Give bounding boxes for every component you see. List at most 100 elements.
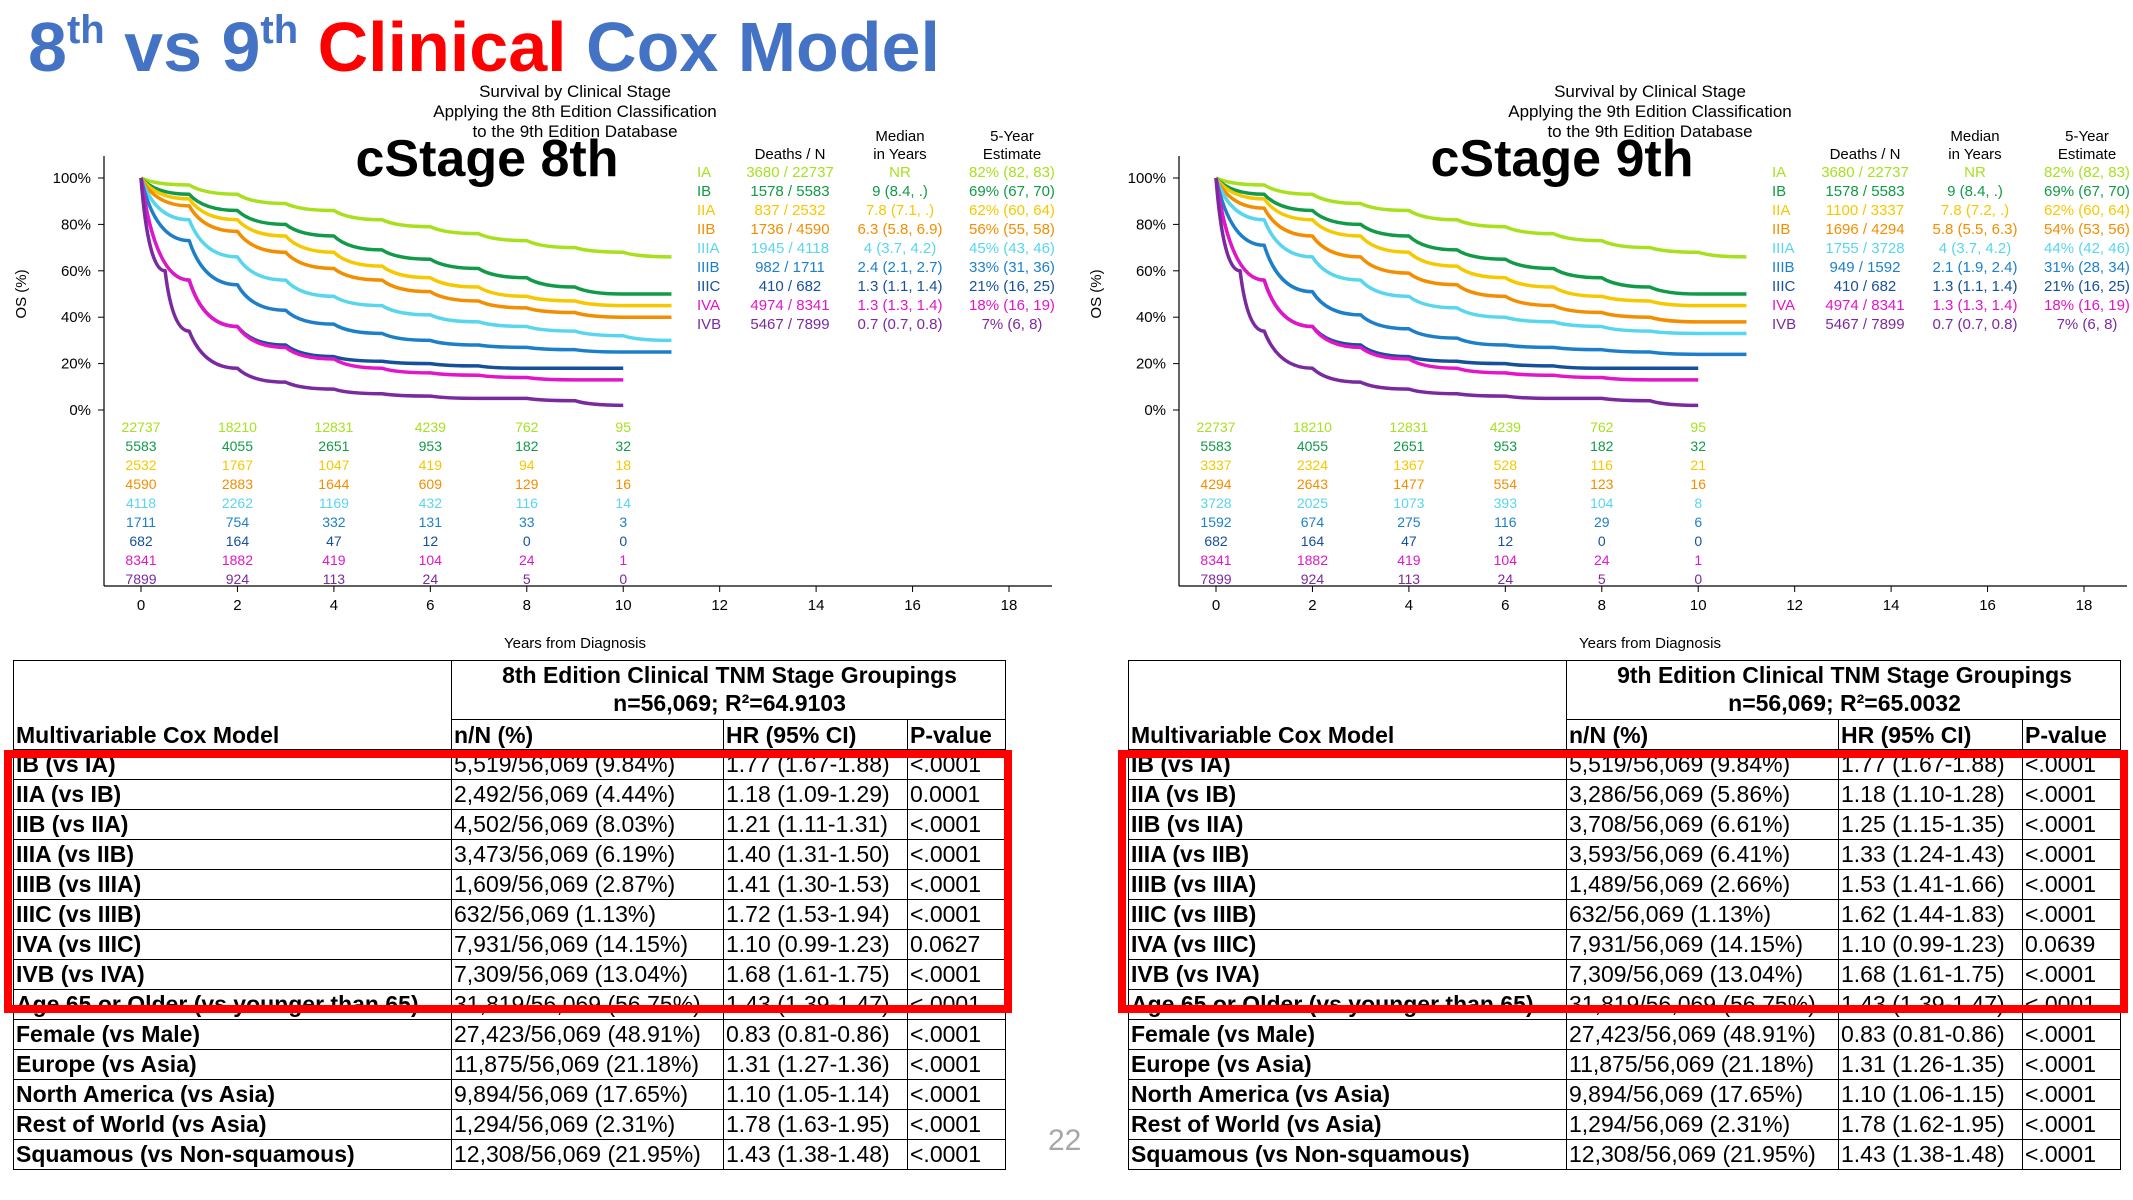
cell-pvalue: <.0001: [2021, 1079, 2122, 1110]
table-column-row: n/N (%) HR (95% CI) P-value: [1129, 719, 2122, 750]
risk-count: 116: [516, 495, 539, 511]
x-tick-label: 8: [523, 597, 531, 614]
cell-n: 11,875/56,069 (21.18%): [1566, 1049, 1839, 1080]
x-tick-label: 0: [137, 597, 145, 614]
legend-stage-label: IA: [697, 164, 711, 181]
risk-count: 419: [322, 552, 346, 568]
legend-header: in Years: [873, 146, 926, 163]
legend-median: 2.1 (1.9, 2.4): [1932, 259, 2017, 276]
y-tick-label: 60%: [61, 263, 91, 280]
risk-count: 24: [1594, 552, 1610, 568]
cell-pvalue: <.0001: [906, 809, 1007, 840]
risk-count: 762: [1590, 419, 1614, 435]
survival-curve-ib: [139, 176, 672, 296]
risk-count: 0: [1598, 533, 1606, 549]
legend-five-year: 69% (67, 70): [2044, 183, 2130, 200]
risk-count: 7899: [125, 571, 156, 587]
risk-count: 22737: [122, 419, 161, 435]
survival-curve-ia: [1215, 176, 1747, 259]
risk-count: 16: [1690, 476, 1706, 492]
table-header-row: Multivariable Cox Model 8th Edition Clin…: [13, 660, 1007, 750]
risk-count: 6: [1694, 514, 1702, 530]
legend-five-year: 18% (16, 19): [2044, 297, 2130, 314]
survival-curve-ivb: [1214, 177, 1699, 408]
cell-variable: IIB (vs IIA): [13, 809, 452, 840]
table-row: Female (vs Male) 27,423/56,069 (48.91%) 0.…: [13, 1019, 1007, 1050]
risk-count: 113: [323, 571, 346, 587]
cell-n: 27,423/56,069 (48.91%): [451, 1019, 724, 1050]
legend-stage-label: IIIC: [697, 278, 721, 295]
risk-count: 2651: [318, 438, 349, 454]
risk-count: 32: [615, 438, 631, 454]
cell-variable: IVA (vs IIIC): [13, 929, 452, 960]
risk-count: 21: [1690, 457, 1706, 473]
x-tick-label: 6: [426, 597, 434, 614]
table-header-title: 9th Edition Clinical TNM Stage Groupings…: [1565, 660, 2122, 720]
cell-n: 3,593/56,069 (6.41%): [1566, 839, 1839, 870]
risk-count: 8341: [1200, 552, 1231, 568]
risk-count: 29: [1594, 514, 1610, 530]
risk-count: 419: [1397, 552, 1421, 568]
cell-pvalue: <.0001: [2021, 779, 2122, 810]
survival-curve-iia: [139, 176, 672, 308]
legend-stage-label: IIIA: [1772, 240, 1795, 257]
risk-count: 953: [1494, 438, 1518, 454]
risk-count: 432: [419, 495, 443, 511]
cell-hr: 1.40 (1.31-1.50): [723, 839, 908, 870]
table-row: Female (vs Male) 27,423/56,069 (48.91%) 0.…: [1128, 1019, 2122, 1050]
y-tick-label: 100%: [1128, 170, 1166, 187]
legend-stage-label: IIB: [697, 221, 715, 238]
risk-count: 164: [226, 533, 250, 549]
risk-count: 18210: [218, 419, 257, 435]
legend-five-year: 82% (82, 83): [969, 164, 1055, 181]
legend-deaths-n: 5467 / 7899: [750, 316, 829, 333]
risk-count: 2651: [1393, 438, 1424, 454]
table-row: IIIC (vs IIIB) 632/56,069 (1.13%) 1.72 (1.…: [13, 899, 1007, 930]
risk-count: 554: [1494, 476, 1518, 492]
risk-count: 5583: [125, 438, 156, 454]
cell-hr: 1.18 (1.10-1.28): [1838, 779, 2023, 810]
table-row: IIB (vs IIA) 3,708/56,069 (6.61%) 1.25 (1.…: [1128, 809, 2122, 840]
legend-five-year: 18% (16, 19): [969, 297, 1055, 314]
x-tick-label: 2: [1308, 597, 1316, 614]
risk-count: 4055: [222, 438, 253, 454]
risk-count: 12: [423, 533, 439, 549]
chart-title-line: to the 9th Edition Database: [1547, 122, 1752, 141]
cell-hr: 1.25 (1.15-1.35): [1838, 809, 2023, 840]
legend-header: Median: [1950, 128, 1999, 145]
risk-count: 1367: [1393, 457, 1424, 473]
risk-count: 24: [1498, 571, 1514, 587]
x-tick-label: 14: [808, 597, 825, 614]
y-tick-label: 20%: [1136, 356, 1166, 373]
risk-count: 182: [1590, 438, 1614, 454]
cell-pvalue: <.0001: [2021, 1139, 2122, 1170]
legend-median: 4 (3.7, 4.2): [1939, 240, 2012, 257]
risk-count: 674: [1301, 514, 1325, 530]
risk-count: 682: [1204, 533, 1228, 549]
table-header-row: Multivariable Cox Model 9th Edition Clin…: [1128, 660, 2122, 750]
risk-count: 116: [1591, 457, 1614, 473]
y-axis-label: OS (%): [13, 269, 30, 318]
cell-n: 9,894/56,069 (17.65%): [451, 1079, 724, 1110]
column-header-hr: HR (95% CI): [1838, 719, 2023, 750]
survival-curve-iiia: [139, 177, 672, 343]
cell-hr: 1.18 (1.09-1.29): [723, 779, 908, 810]
legend-median: 0.7 (0.7, 0.8): [857, 316, 942, 333]
table-row: Rest of World (vs Asia) 1,294/56,069 (2.3…: [13, 1109, 1007, 1140]
legend-five-year: 82% (82, 83): [2044, 164, 2130, 181]
legend-stage-label: IIA: [697, 202, 715, 219]
risk-count: 5583: [1200, 438, 1231, 454]
y-axis-label: OS (%): [1088, 269, 1105, 318]
table-row: IIIB (vs IIIA) 1,609/56,069 (2.87%) 1.41 (…: [13, 869, 1007, 900]
risk-count: 2324: [1297, 457, 1328, 473]
cell-n: 1,294/56,069 (2.31%): [451, 1109, 724, 1140]
risk-count: 3337: [1200, 457, 1231, 473]
cstage-label: cStage 8th: [356, 130, 619, 188]
legend-header: Median: [875, 128, 924, 145]
risk-count: 33: [519, 514, 535, 530]
risk-count: 1: [619, 552, 627, 568]
risk-count: 4118: [126, 495, 156, 511]
legend-five-year: 31% (28, 34): [2044, 259, 2130, 276]
cell-hr: 1.31 (1.26-1.35): [1838, 1049, 2023, 1080]
